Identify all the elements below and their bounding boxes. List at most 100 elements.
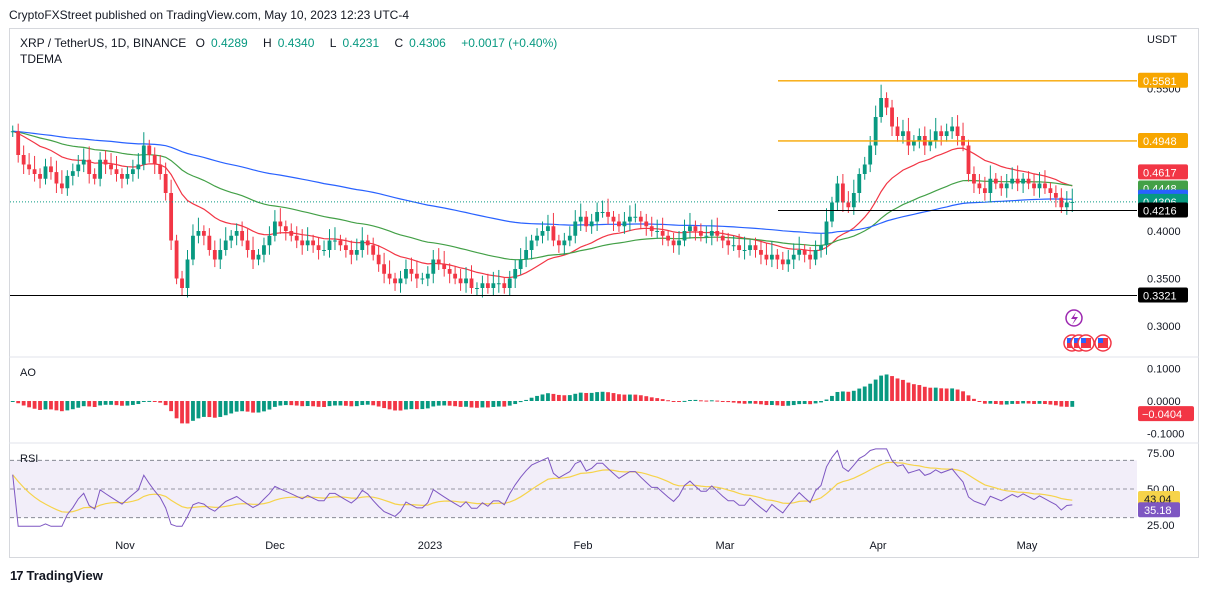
ao-bar: [704, 400, 709, 402]
ao-bar: [38, 401, 42, 410]
candle-body: [343, 245, 348, 250]
candle-body: [251, 250, 255, 260]
ao-bar: [977, 401, 982, 402]
candle-body: [988, 178, 993, 193]
candle-body: [109, 164, 113, 170]
candle-body: [759, 250, 763, 255]
candle-body: [431, 259, 436, 274]
candle-body: [496, 283, 501, 285]
lightning-icon: [1065, 309, 1083, 327]
ao-bar: [917, 385, 922, 401]
ao-bar: [884, 374, 889, 401]
ao-bar: [1043, 401, 1047, 405]
ao-bar: [524, 399, 529, 401]
ao-bar: [485, 401, 490, 408]
price-level-badge: [1138, 132, 1188, 148]
ao-bar: [950, 388, 955, 401]
ao-bar: [81, 401, 86, 407]
ao-bar: [535, 395, 539, 401]
candle-body: [158, 164, 163, 174]
candle-body: [671, 240, 676, 246]
ao-bar: [338, 401, 343, 406]
price-level-badge: [1138, 72, 1188, 88]
ao-bar: [365, 401, 370, 405]
candle-body: [1004, 183, 1009, 189]
candle-body: [469, 278, 474, 288]
candle-body: [797, 250, 802, 255]
candle-body: [791, 254, 796, 260]
candle-body: [1026, 178, 1031, 184]
candle-body: [808, 254, 813, 260]
candle-body: [376, 254, 381, 265]
ao-bar: [573, 393, 578, 401]
us-flag-icon: [1094, 334, 1112, 352]
low-value: 0.4231: [342, 36, 380, 50]
candle-body: [475, 288, 479, 289]
time-tick-label: Dec: [265, 540, 285, 552]
ao-bar: [343, 401, 348, 406]
candle-body: [868, 145, 873, 165]
candle-body: [944, 131, 949, 136]
ao-bar: [27, 401, 32, 408]
indicator-label[interactable]: TDEMA: [20, 52, 62, 66]
candle-body: [333, 240, 337, 242]
price-level-badge-text: 0.3321: [1143, 291, 1177, 303]
candle-body: [316, 245, 321, 250]
low-label: L: [329, 36, 337, 50]
ao-bar: [169, 401, 174, 412]
candle-body: [786, 259, 791, 265]
ao-bar: [223, 401, 228, 416]
candle-body: [835, 183, 840, 203]
candle-body: [573, 221, 578, 236]
ao-bar: [682, 400, 687, 402]
candle-body: [103, 159, 108, 165]
candle-body: [556, 240, 561, 246]
ao-bar: [830, 395, 834, 401]
candle-body: [163, 174, 168, 193]
candle-body: [147, 145, 152, 155]
ao-bar: [709, 400, 714, 402]
ao-bar: [404, 401, 408, 410]
ao-bar: [988, 401, 993, 404]
ao-bar: [442, 401, 447, 406]
ao-bar: [76, 401, 81, 408]
ao-bar: [49, 401, 53, 410]
ao-bar: [698, 400, 703, 402]
candle-body: [677, 240, 681, 246]
rsi-tick-label: 25.00: [1147, 520, 1175, 532]
ao-bar: [201, 401, 206, 417]
ao-bar: [453, 401, 458, 407]
ao-bar: [895, 378, 900, 401]
candle-body: [136, 164, 141, 170]
ao-bar: [840, 391, 845, 401]
ao-title: AO: [20, 367, 36, 379]
candle-body: [245, 240, 250, 250]
candle-body: [201, 231, 206, 236]
brand-label: TradingView: [26, 568, 103, 583]
candle-body: [43, 166, 48, 179]
candle-body: [27, 164, 32, 170]
candle-body: [813, 250, 818, 260]
candle-body: [606, 212, 610, 217]
us-flag-icon-canton: [1081, 338, 1086, 343]
candle-body: [824, 221, 829, 246]
ao-bar: [109, 401, 113, 405]
ao-bar: [283, 401, 288, 406]
ao-bar: [677, 401, 681, 402]
candle-body: [49, 166, 53, 173]
ao-bar: [649, 397, 654, 401]
ao-bar: [1032, 401, 1036, 404]
candle-body: [589, 221, 594, 227]
chart-frame[interactable]: [9, 28, 1199, 558]
candle-body: [414, 273, 419, 279]
candle-body: [819, 245, 823, 250]
candle-body: [742, 250, 747, 251]
ao-bar: [933, 387, 938, 401]
candle-body: [720, 235, 725, 241]
candle-body: [737, 245, 742, 250]
ao-bar: [627, 394, 632, 401]
candle-body: [447, 269, 452, 274]
symbol-label[interactable]: XRP / TetherUS, 1D, BINANCE: [20, 36, 187, 50]
ao-bar: [928, 387, 933, 401]
